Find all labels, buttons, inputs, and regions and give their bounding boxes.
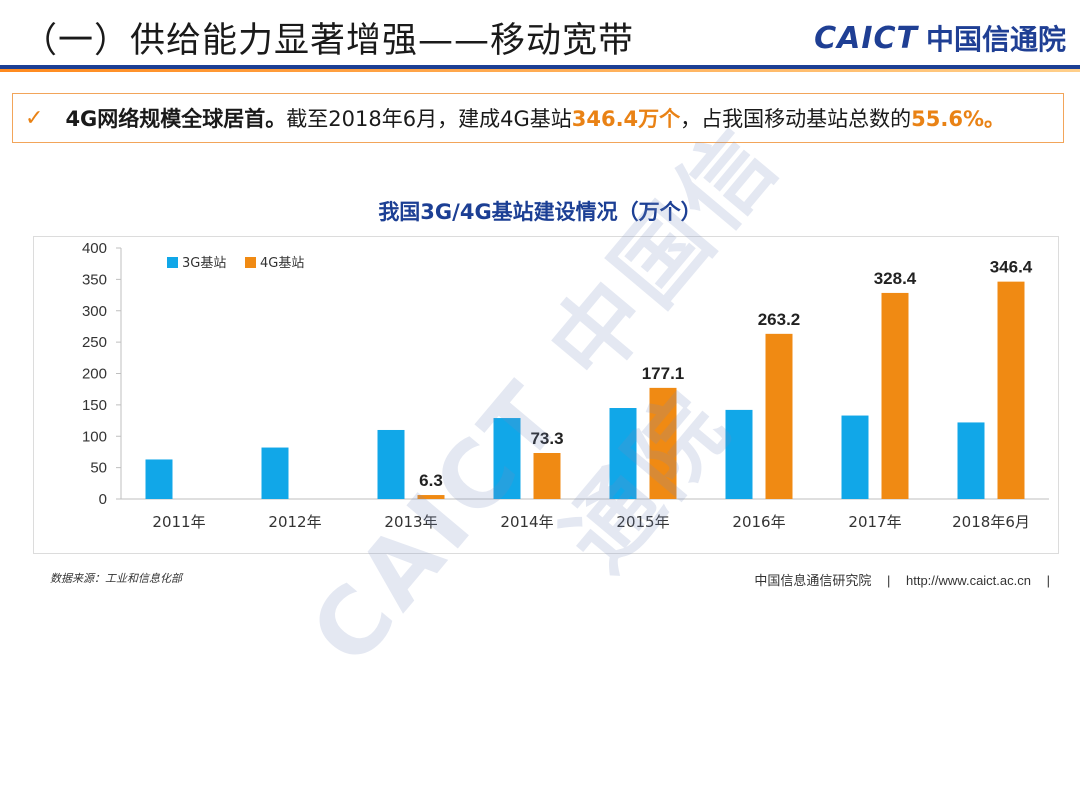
key-finding-callout: ✓ 4G网络规模全球居首。 截至2018年6月，建成4G基站 346.4万个 ，… — [12, 93, 1064, 143]
caict-logo: CAICT 中国信通院 — [814, 18, 1066, 58]
callout-text-2: ，占我国移动基站总数的 — [680, 107, 912, 131]
logo-en: CAICT — [814, 20, 918, 56]
bar-4g — [881, 292, 909, 499]
bar-chart: 0 50 100 150 200 250 300 350 400 2011年 2012年 2013年 6… — [82, 240, 1049, 531]
x-tick-label: 2018年6月 — [952, 513, 1030, 531]
footer-separator: | — [886, 573, 891, 588]
data-label-4g: 6.3 — [419, 471, 443, 490]
slide-title: （一）供给能力显著增强——移动宽带 — [22, 21, 635, 61]
bar-4g — [417, 495, 445, 499]
bar-4g — [997, 281, 1025, 499]
bar-4g — [649, 387, 677, 499]
data-label-4g: 263.2 — [758, 310, 801, 329]
y-tick-label: 50 — [90, 460, 107, 477]
x-tick-label: 2013年 — [384, 513, 437, 531]
x-tick-label: 2016年 — [732, 513, 785, 531]
y-tick-label: 150 — [82, 397, 107, 414]
bar-3g — [377, 429, 405, 499]
header-rule-blue — [0, 65, 1080, 69]
footer-url: http://www.caict.ac.cn — [905, 573, 1031, 588]
bar-3g — [493, 418, 521, 499]
y-tick-label: 100 — [82, 428, 107, 445]
callout-highlight-1: 346.4万个 — [571, 107, 681, 131]
bar-3g — [725, 409, 753, 499]
bar-4g — [765, 333, 793, 499]
y-tick-label: 350 — [82, 271, 107, 288]
legend-swatch-3g — [167, 257, 178, 268]
legend-swatch-4g — [245, 257, 256, 268]
chart-title: 我国3G/4G基站建设情况（万个） — [378, 200, 702, 224]
legend-label-3g: 3G基站 — [182, 256, 226, 271]
bar-4g — [533, 453, 561, 499]
x-tick-label: 2012年 — [268, 513, 321, 531]
data-source: 数据来源：工业和信息化部 — [50, 573, 182, 585]
footer-org: 中国信息通信研究院 — [754, 573, 872, 588]
y-tick-label: 400 — [82, 240, 107, 257]
chart-frame: 0 50 100 150 200 250 300 350 400 2011年 2012年 2013年 6… — [33, 236, 1059, 554]
y-tick-label: 200 — [82, 366, 107, 383]
x-tick-label: 2015年 — [616, 513, 669, 531]
bar-3g — [841, 415, 869, 499]
y-tick-label: 250 — [82, 334, 107, 351]
callout-text-1: 截至2018年6月，建成4G基站 — [286, 107, 572, 131]
logo-cn: 中国信通院 — [925, 23, 1066, 56]
x-tick-label: 2017年 — [848, 513, 901, 531]
y-tick-label: 0 — [99, 491, 107, 508]
callout-bold-text: 4G网络规模全球居首。 — [65, 107, 287, 131]
data-label-4g: 177.1 — [642, 364, 685, 383]
check-icon: ✓ — [25, 105, 44, 131]
footer-separator-end: | — [1046, 573, 1050, 588]
data-label-4g: 346.4 — [990, 258, 1033, 277]
y-tick-label: 300 — [82, 303, 107, 320]
data-label-4g: 73.3 — [530, 429, 563, 448]
callout-highlight-2: 55.6%。 — [911, 107, 1006, 131]
footer: 中国信息通信研究院 | http://www.caict.ac.cn | — [754, 570, 1050, 589]
bar-3g — [957, 422, 985, 499]
bar-3g — [145, 459, 173, 499]
legend-label-4g: 4G基站 — [260, 256, 304, 271]
bar-3g — [261, 447, 289, 499]
x-tick-label: 2014年 — [500, 513, 553, 531]
x-tick-label: 2011年 — [152, 513, 205, 531]
bar-3g — [609, 408, 637, 499]
header-rule-orange — [0, 69, 1080, 72]
data-label-4g: 328.4 — [874, 269, 917, 288]
